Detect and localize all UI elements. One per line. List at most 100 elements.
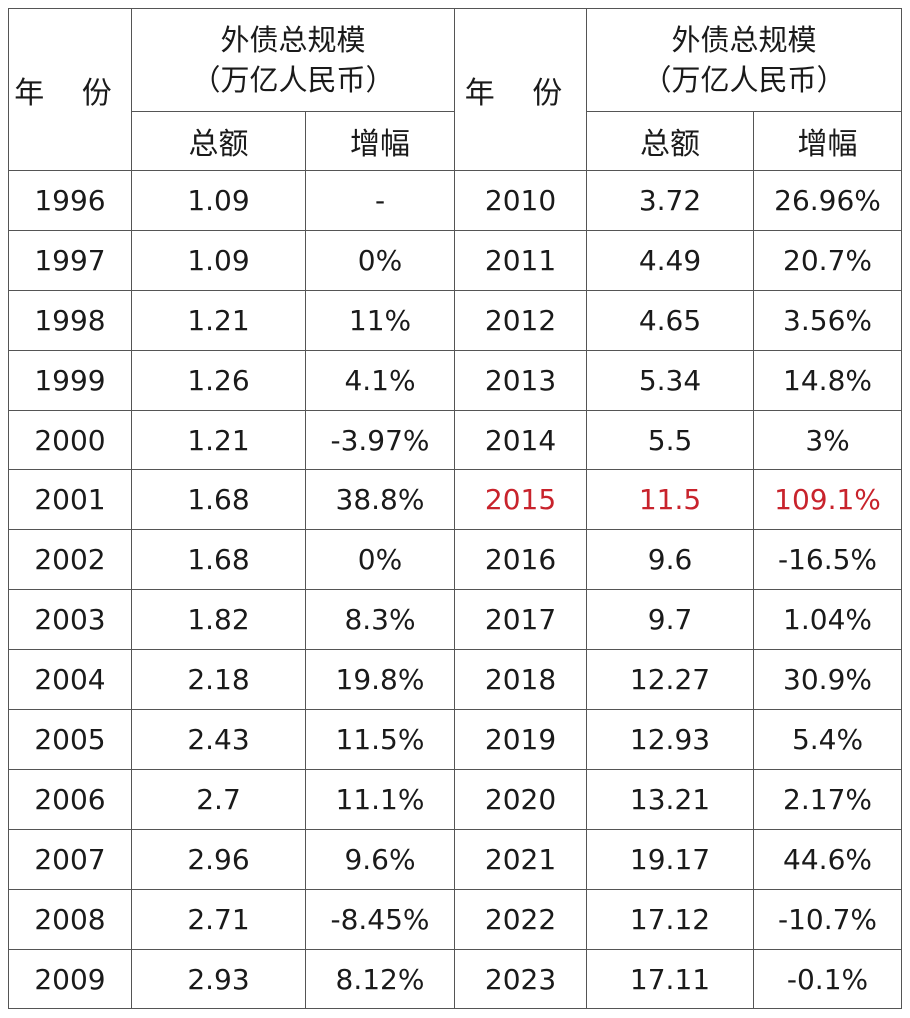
header-total-right: 总额 xyxy=(586,111,755,171)
header-debt-title-right: 外债总规模 xyxy=(671,23,817,57)
total-cell: 1.09 xyxy=(131,170,306,231)
table-row: 2001 1.68 38.8% 2015 11.5 109.1% xyxy=(8,469,903,531)
growth-cell: 0% xyxy=(304,229,456,291)
total-cell: 9.7 xyxy=(586,589,755,651)
growth-cell: -8.45% xyxy=(304,888,456,950)
year-cell: 1996 xyxy=(8,170,132,231)
table-body: 1996 1.09-2010 3.72 26.96% 1997 1.09 0% 2011 4.4… xyxy=(8,170,903,1010)
total-cell: 5.5 xyxy=(586,409,755,471)
growth-cell: 20.7% xyxy=(753,229,903,291)
growth-cell: 19.8% xyxy=(304,649,456,711)
table-row: 1999 1.26 4.1% 2013 5.34 14.8% xyxy=(8,349,903,411)
year-cell: 2006 xyxy=(8,768,132,830)
total-cell: 2.93 xyxy=(131,948,306,1010)
year-cell: 1998 xyxy=(8,289,132,351)
growth-cell: -16.5% xyxy=(753,529,903,591)
year-cell: 2017 xyxy=(454,589,588,651)
year-cell: 2011 xyxy=(454,229,588,291)
year-cell: 2018 xyxy=(454,649,588,711)
total-cell: 1.21 xyxy=(131,289,306,351)
total-cell: 17.12 xyxy=(586,888,755,950)
year-cell: 2020 xyxy=(454,768,588,830)
year-cell: 2015 xyxy=(454,469,588,531)
total-cell: 2.43 xyxy=(131,709,306,770)
table-row: 2002 1.68 0% 2016 9.6 -16.5% xyxy=(8,529,903,591)
header-debt-unit-right: （万亿人民币） xyxy=(642,63,846,97)
total-cell: 17.11 xyxy=(586,948,755,1010)
header-total-left: 总额 xyxy=(131,111,306,171)
table-row: 2004 2.18 19.8% 2018 12.27 30.9% xyxy=(8,649,903,711)
total-cell: 1.21 xyxy=(131,409,306,471)
year-cell: 2007 xyxy=(8,828,132,890)
table-row: 2006 2.7 11.1% 2020 13.21 2.17% xyxy=(8,768,903,830)
growth-cell: 9.6% xyxy=(304,828,456,890)
total-cell: 13.21 xyxy=(586,768,755,830)
growth-cell: - xyxy=(304,170,456,231)
year-cell: 2019 xyxy=(454,709,588,770)
growth-cell: 30.9% xyxy=(753,649,903,711)
growth-cell: 4.1% xyxy=(304,349,456,411)
total-cell: 2.7 xyxy=(131,768,306,830)
header-debt-group-left: 外债总规模 （万亿人民币） xyxy=(130,8,456,112)
year-cell: 2016 xyxy=(454,529,588,591)
table-row: 2007 2.96 9.6% 2021 19.17 44.6% xyxy=(8,828,903,890)
header-year-right: 年 份 xyxy=(454,8,588,171)
total-cell: 1.68 xyxy=(131,529,306,591)
year-cell: 2021 xyxy=(454,828,588,890)
total-cell: 1.82 xyxy=(131,589,306,651)
external-debt-table: 年 份 外债总规模 （万亿人民币） 年 份 外债总规模 （万亿人民币） 总额 增… xyxy=(8,8,903,1010)
table-row: 1997 1.09 0% 2011 4.49 20.7% xyxy=(8,229,903,291)
year-cell: 2005 xyxy=(8,709,132,770)
growth-cell: 14.8% xyxy=(753,349,903,411)
growth-cell: -3.97% xyxy=(304,409,456,471)
year-cell: 2012 xyxy=(454,289,588,351)
year-cell: 1999 xyxy=(8,349,132,411)
year-cell: 2000 xyxy=(8,409,132,471)
growth-cell: 11.5% xyxy=(304,709,456,770)
growth-cell: 11.1% xyxy=(304,768,456,830)
table-header: 年 份 外债总规模 （万亿人民币） 年 份 外债总规模 （万亿人民币） 总额 增… xyxy=(8,8,903,171)
year-cell: 2003 xyxy=(8,589,132,651)
year-cell: 1997 xyxy=(8,229,132,291)
growth-cell: 109.1% xyxy=(753,469,903,531)
total-cell: 11.5 xyxy=(586,469,755,531)
total-cell: 5.34 xyxy=(586,349,755,411)
growth-cell: 5.4% xyxy=(753,709,903,770)
year-cell: 2009 xyxy=(8,948,132,1010)
header-growth-right: 增幅 xyxy=(753,111,903,171)
header-debt-title-left: 外债总规模 xyxy=(220,23,366,57)
growth-cell: 8.12% xyxy=(304,948,456,1010)
growth-cell: 26.96% xyxy=(753,170,903,231)
total-cell: 12.93 xyxy=(586,709,755,770)
header-debt-unit-left: （万亿人民币） xyxy=(191,63,395,97)
total-cell: 2.71 xyxy=(131,888,306,950)
total-cell: 2.96 xyxy=(131,828,306,890)
header-growth-left: 增幅 xyxy=(304,111,456,171)
year-cell: 2010 xyxy=(454,170,588,231)
table-row: 2005 2.43 11.5% 2019 12.93 5.4% xyxy=(8,709,903,770)
year-cell: 2022 xyxy=(454,888,588,950)
year-cell: 2004 xyxy=(8,649,132,711)
table-row: 2009 2.93 8.12% 2023 17.11 -0.1% xyxy=(8,948,903,1010)
total-cell: 9.6 xyxy=(586,529,755,591)
table-row: 2000 1.21 -3.97% 2014 5.5 3% xyxy=(8,409,903,471)
table-row: 2008 2.71 -8.45% 2022 17.12 -10.7% xyxy=(8,888,903,950)
total-cell: 4.65 xyxy=(586,289,755,351)
total-cell: 1.68 xyxy=(131,469,306,531)
growth-cell: -0.1% xyxy=(753,948,903,1010)
header-year-left: 年 份 xyxy=(8,8,132,171)
growth-cell: -10.7% xyxy=(753,888,903,950)
total-cell: 19.17 xyxy=(586,828,755,890)
growth-cell: 2.17% xyxy=(753,768,903,830)
growth-cell: 0% xyxy=(304,529,456,591)
growth-cell: 1.04% xyxy=(753,589,903,651)
total-cell: 12.27 xyxy=(586,649,755,711)
header-debt-group-right: 外债总规模 （万亿人民币） xyxy=(586,8,903,112)
table-row: 2003 1.82 8.3% 2017 9.7 1.04% xyxy=(8,589,903,651)
year-cell: 2023 xyxy=(454,948,588,1010)
year-cell: 2013 xyxy=(454,349,588,411)
growth-cell: 44.6% xyxy=(753,828,903,890)
year-cell: 2014 xyxy=(454,409,588,471)
growth-cell: 8.3% xyxy=(304,589,456,651)
year-cell: 2008 xyxy=(8,888,132,950)
